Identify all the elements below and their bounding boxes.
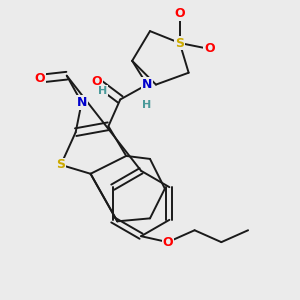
Text: N: N — [142, 78, 152, 91]
Text: O: O — [35, 72, 45, 85]
Text: O: O — [91, 75, 102, 88]
Text: H: H — [142, 100, 152, 110]
Text: H: H — [98, 85, 107, 96]
Text: S: S — [175, 37, 184, 50]
Text: N: N — [76, 96, 87, 109]
Text: O: O — [204, 42, 215, 56]
Text: O: O — [174, 7, 185, 20]
Text: O: O — [163, 236, 173, 249]
Text: S: S — [56, 158, 65, 171]
